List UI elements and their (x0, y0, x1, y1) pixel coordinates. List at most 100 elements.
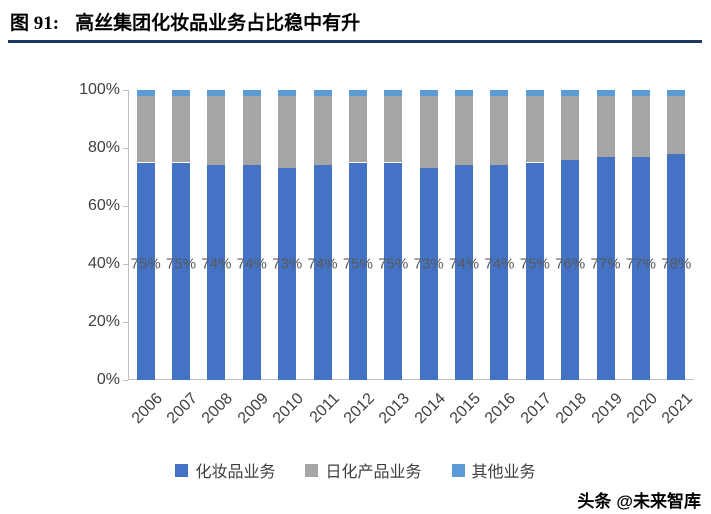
y-axis-tick (123, 148, 128, 149)
y-axis-tick (123, 206, 128, 207)
bar-segment (384, 95, 403, 163)
x-tick-label: 2009 (234, 390, 272, 428)
bar-segment (313, 95, 332, 166)
bar-segment (278, 90, 297, 96)
bar-value-label: 78% (661, 255, 692, 273)
x-tick-label: 2015 (446, 390, 485, 428)
legend-swatch (305, 463, 319, 477)
chart-plot-area (128, 90, 694, 380)
watermark: 头条 @未来智库 (577, 487, 701, 512)
y-tick-label: 60% (87, 197, 120, 214)
bar-segment (207, 95, 226, 166)
x-tick-label: 2014 (411, 390, 449, 428)
bar-segment (384, 162, 403, 380)
bar-value-label: 75% (342, 255, 373, 273)
bar-segment (561, 95, 580, 160)
y-axis-tick (123, 322, 128, 323)
legend-item: 日化产品业务 (305, 458, 422, 482)
y-axis-tick (123, 90, 128, 91)
bar-value-label: 75% (166, 255, 197, 273)
legend-swatch (451, 463, 465, 477)
x-tick-label: 2017 (517, 390, 555, 428)
bar-segment (596, 156, 615, 380)
y-axis-tick (123, 264, 128, 265)
bar-segment (313, 165, 332, 380)
bar-segment (348, 90, 367, 96)
bar-value-label: 74% (201, 255, 232, 273)
y-axis-tick (123, 380, 128, 381)
bar-segment (561, 159, 580, 380)
bar-segment (207, 90, 226, 96)
legend-item: 其他业务 (451, 458, 536, 482)
bar-value-label: 75% (519, 255, 550, 273)
title-underline (8, 40, 702, 43)
bar-segment (172, 95, 191, 163)
bar-value-label: 76% (555, 255, 586, 273)
bar-segment (490, 95, 509, 166)
legend-label: 日化产品业务 (325, 464, 422, 481)
bar-segment (207, 165, 226, 380)
y-tick-label: 20% (87, 313, 120, 330)
bar-segment (561, 90, 580, 96)
y-tick-label: 100% (79, 81, 120, 98)
legend-swatch (175, 463, 189, 477)
bar-value-label: 77% (625, 255, 656, 273)
bar-segment (419, 168, 438, 380)
bar-value-label: 75% (130, 255, 161, 273)
x-tick-label: 2010 (270, 390, 308, 428)
bar-segment (667, 153, 686, 380)
x-tick-label: 2016 (482, 390, 520, 428)
y-tick-label: 80% (87, 139, 120, 156)
bar-value-label: 77% (590, 255, 621, 273)
bar-value-label: 73% (413, 255, 444, 273)
x-tick-label: 2006 (128, 390, 166, 428)
bar-segment (667, 90, 686, 96)
bar-value-label: 75% (378, 255, 409, 273)
bar-segment (631, 95, 650, 157)
bar-segment (419, 90, 438, 96)
y-tick-label: 40% (87, 255, 120, 272)
bar-value-label: 73% (272, 255, 303, 273)
x-tick-label: 2008 (199, 390, 237, 428)
bar-segment (525, 90, 544, 96)
bar-segment (172, 162, 191, 380)
bar-segment (136, 95, 155, 163)
bar-value-label: 74% (484, 255, 515, 273)
bar-segment (136, 162, 155, 380)
watermark-platform: 头条 (577, 492, 612, 511)
bar-segment (136, 90, 155, 96)
bar-segment (455, 90, 474, 96)
y-tick-label: 0% (96, 371, 120, 388)
x-tick-label: 2007 (163, 390, 202, 428)
x-tick-label: 2018 (553, 390, 591, 428)
bar-segment (278, 168, 297, 380)
bar-segment (455, 95, 474, 166)
x-tick-label: 2013 (376, 390, 414, 428)
bar-segment (631, 90, 650, 96)
bar-segment (490, 90, 509, 96)
bar-segment (596, 95, 615, 157)
bar-segment (313, 90, 332, 96)
x-tick-label: 2011 (306, 390, 343, 427)
bar-segment (525, 95, 544, 163)
bar-segment (242, 95, 261, 166)
bar-segment (525, 162, 544, 380)
x-tick-label: 2021 (659, 390, 697, 428)
bar-segment (348, 162, 367, 380)
bar-segment (242, 90, 261, 96)
x-tick-label: 2012 (340, 390, 378, 428)
bar-segment (242, 165, 261, 380)
figure-title-text: 高丝集团化妆品业务占比稳中有升 (75, 13, 361, 34)
bar-segment (596, 90, 615, 96)
figure-title: 图 91: 高丝集团化妆品业务占比稳中有升 (10, 8, 360, 35)
legend-label: 其他业务 (471, 464, 536, 481)
bar-value-label: 74% (307, 255, 338, 273)
chart-legend: 化妆品业务 日化产品业务 其他业务 (0, 458, 711, 482)
bar-segment (631, 156, 650, 380)
bar-segment (348, 95, 367, 163)
legend-item: 化妆品业务 (175, 458, 275, 482)
bar-segment (278, 95, 297, 169)
bar-segment (172, 90, 191, 96)
bar-segment (667, 95, 686, 154)
